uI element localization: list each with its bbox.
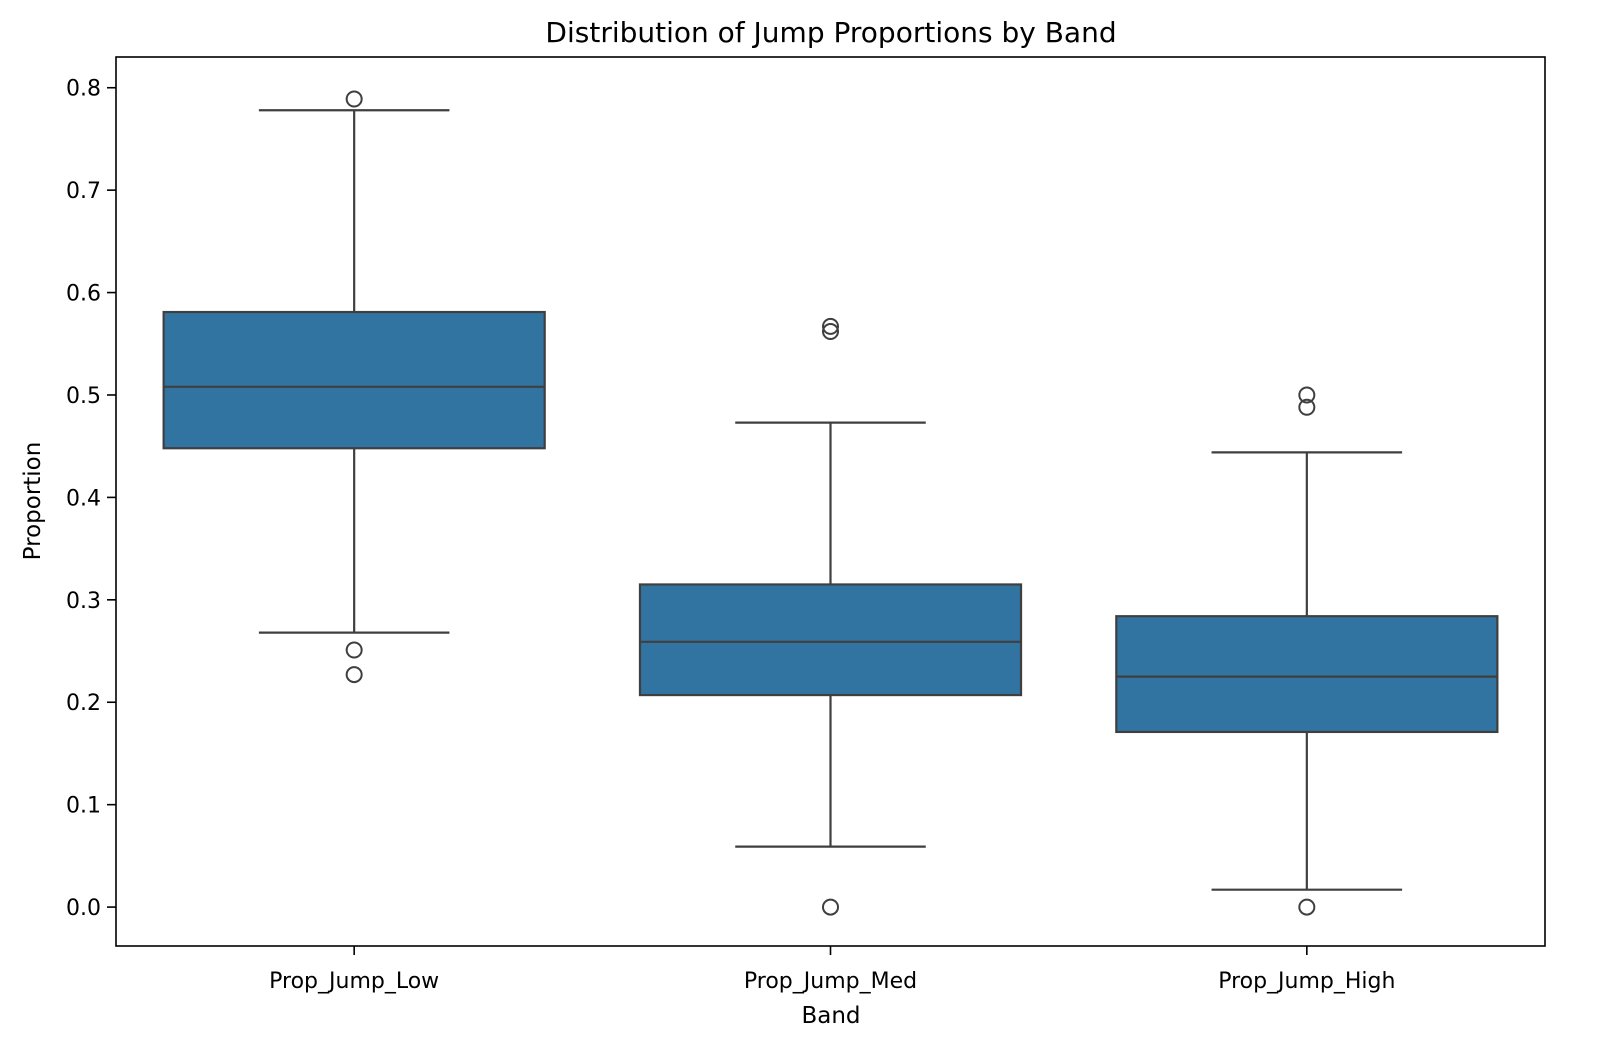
iqr-box	[638, 583, 1023, 697]
outlier-point	[1298, 898, 1316, 916]
x-tick-label: Prop_Jump_High	[1218, 969, 1395, 994]
x-axis: Prop_Jump_Low Prop_Jump_Med Prop_Jump_High	[269, 946, 1395, 994]
y-axis: 0.0 0.1 0.2 0.3 0.4 0.5 0.6 0.7 0.8	[66, 77, 116, 921]
outlier-point	[345, 641, 363, 659]
y-tick-label: 0.3	[66, 589, 101, 614]
outlier-point	[822, 322, 839, 340]
box-group	[162, 90, 546, 684]
iqr-box	[1115, 615, 1499, 734]
y-tick-label: 0.5	[66, 384, 101, 409]
y-tick-label: 0.8	[66, 77, 101, 102]
iqr-box	[162, 310, 546, 450]
y-tick-label: 0.4	[66, 486, 101, 511]
outlier-point	[822, 898, 839, 916]
x-axis-label: Band	[801, 1003, 860, 1029]
y-axis-label: Proportion	[20, 442, 46, 561]
outlier-point	[822, 317, 839, 335]
box-group	[638, 317, 1023, 916]
x-tick-label: Prop_Jump_Low	[269, 969, 439, 994]
box-group	[1115, 386, 1499, 916]
outlier-point	[1298, 398, 1316, 416]
plot-frame	[115, 56, 1546, 947]
y-tick-label: 0.6	[66, 282, 101, 307]
y-tick-label: 0.0	[66, 896, 101, 921]
chart-title: Distribution of Jump Proportions by Band	[545, 16, 1116, 49]
outlier-point	[345, 90, 363, 108]
boxes-layer	[162, 90, 1499, 916]
x-tick-label: Prop_Jump_Med	[744, 969, 917, 994]
y-tick-label: 0.1	[66, 794, 101, 819]
outlier-point	[345, 666, 363, 684]
y-tick-label: 0.2	[66, 691, 101, 716]
outlier-point	[1298, 386, 1316, 404]
y-tick-label: 0.7	[66, 179, 101, 204]
